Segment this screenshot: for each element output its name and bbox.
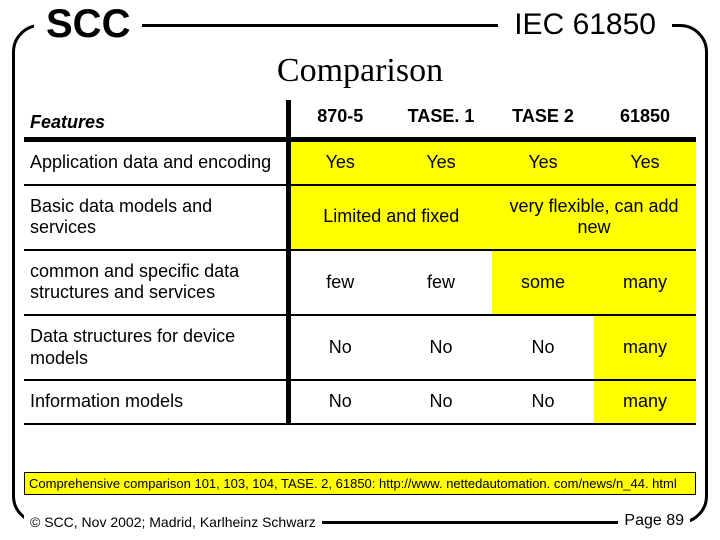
value-cell: Yes bbox=[492, 140, 594, 185]
slide-title: Comparison bbox=[0, 52, 720, 90]
comparison-table-wrap: Features 870-5 TASE. 1 TASE 2 61850 Appl… bbox=[24, 100, 696, 425]
value-cell: Yes bbox=[288, 140, 390, 185]
value-cell: No bbox=[288, 380, 390, 424]
value-cell: many bbox=[594, 380, 696, 424]
col-header: 61850 bbox=[594, 100, 696, 140]
col-header: TASE. 1 bbox=[390, 100, 492, 140]
copyright-text: © SCC, Nov 2002; Madrid, Karlheinz Schwa… bbox=[24, 514, 322, 530]
value-cell: many bbox=[594, 250, 696, 315]
page-number: Page 89 bbox=[618, 512, 690, 530]
value-cell: few bbox=[390, 250, 492, 315]
feature-cell: Data structures for device models bbox=[24, 315, 288, 380]
value-cell: No bbox=[288, 315, 390, 380]
comparison-table: Features 870-5 TASE. 1 TASE 2 61850 Appl… bbox=[24, 100, 696, 425]
table-row: Information modelsNoNoNomany bbox=[24, 380, 696, 424]
value-cell: No bbox=[390, 315, 492, 380]
value-cell: some bbox=[492, 250, 594, 315]
value-cell: very flexible, can add new bbox=[492, 185, 696, 250]
table-row: Application data and encodingYesYesYesYe… bbox=[24, 140, 696, 185]
value-cell: Limited and fixed bbox=[288, 185, 492, 250]
iec-label: IEC 61850 bbox=[498, 8, 672, 42]
scc-logo: SCC bbox=[34, 2, 142, 47]
value-cell: many bbox=[594, 315, 696, 380]
value-cell: few bbox=[288, 250, 390, 315]
features-header: Features bbox=[24, 100, 288, 140]
col-header: TASE 2 bbox=[492, 100, 594, 140]
table-row: Basic data models and servicesLimited an… bbox=[24, 185, 696, 250]
feature-cell: Basic data models and services bbox=[24, 185, 288, 250]
value-cell: No bbox=[492, 380, 594, 424]
table-row: Data structures for device modelsNoNoNom… bbox=[24, 315, 696, 380]
value-cell: Yes bbox=[390, 140, 492, 185]
feature-cell: Information models bbox=[24, 380, 288, 424]
value-cell: No bbox=[492, 315, 594, 380]
value-cell: No bbox=[390, 380, 492, 424]
value-cell: Yes bbox=[594, 140, 696, 185]
footnote-box: Comprehensive comparison 101, 103, 104, … bbox=[24, 472, 696, 495]
col-header: 870-5 bbox=[288, 100, 390, 140]
feature-cell: Application data and encoding bbox=[24, 140, 288, 185]
feature-cell: common and specific data structures and … bbox=[24, 250, 288, 315]
table-row: common and specific data structures and … bbox=[24, 250, 696, 315]
table-header-row: Features 870-5 TASE. 1 TASE 2 61850 bbox=[24, 100, 696, 140]
